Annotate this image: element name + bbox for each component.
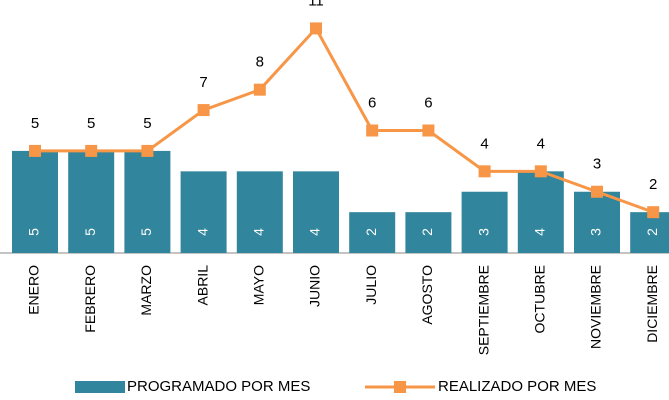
bar (517, 171, 564, 253)
bar (180, 171, 227, 253)
bar (349, 212, 396, 253)
line-value-label: 6 (424, 94, 432, 111)
bar-value-label: 5 (138, 228, 154, 236)
x-tick-label: SEPTIEMBRE (475, 265, 491, 355)
bar-value-label: 5 (82, 228, 98, 236)
bar-value-label: 5 (26, 228, 42, 236)
legend-marker (394, 381, 406, 393)
bar (630, 212, 669, 253)
line (35, 25, 654, 214)
bar-value-label: 3 (475, 228, 491, 236)
line-value-label: 5 (31, 115, 39, 132)
line-marker (478, 165, 491, 178)
line-value-label: 2 (649, 176, 657, 193)
line-marker (29, 144, 41, 157)
line-marker (197, 104, 210, 117)
line-marker (141, 144, 154, 157)
x-tick-label: FEBRERO (82, 265, 98, 333)
line-marker (422, 124, 435, 137)
x-tick-label: JULIO (363, 265, 379, 305)
bar (236, 171, 283, 253)
line-marker (534, 165, 547, 178)
line-value-label: 7 (199, 74, 207, 91)
x-tick-label: OCTUBRE (532, 265, 548, 333)
bar-value-label: 2 (419, 228, 435, 236)
legend-swatch (75, 381, 125, 393)
bar-value-label: 4 (251, 228, 267, 236)
x-tick-label: ABRIL (194, 265, 210, 306)
line-marker (253, 83, 266, 96)
bar (12, 150, 58, 253)
line-value-label: 8 (256, 54, 264, 71)
bar (124, 150, 171, 253)
line-marker (310, 22, 322, 35)
bar-value-label: 2 (644, 228, 660, 236)
line-value-label: 11 (308, 0, 324, 9)
line-marker (85, 144, 98, 157)
legend-label: REALIZADO POR MES (438, 378, 596, 395)
bar (68, 150, 115, 253)
bar (574, 191, 620, 253)
line-marker (366, 124, 379, 137)
bar (405, 212, 452, 253)
line-value-label: 4 (537, 135, 545, 152)
bar (293, 171, 339, 253)
bar-value-label: 2 (363, 228, 379, 236)
x-tick-label: DICIEMBRE (644, 265, 660, 343)
bar-value-label: 3 (588, 228, 604, 236)
line-value-label: 5 (143, 115, 151, 132)
line-value-label: 5 (87, 115, 95, 132)
line-value-label: 6 (368, 94, 376, 111)
line-marker (647, 206, 660, 219)
x-tick-label: JUNIO (307, 265, 323, 307)
bar-value-label: 4 (307, 228, 323, 236)
x-tick-label: MAYO (251, 265, 267, 305)
line-value-label: 3 (593, 156, 601, 173)
line-value-label: 4 (480, 135, 488, 152)
x-tick-label: AGOSTO (419, 265, 435, 325)
line-marker (591, 185, 603, 198)
x-tick-label: MARZO (138, 265, 154, 316)
bar-value-label: 4 (194, 228, 210, 236)
x-tick-label: NOVIEMBRE (588, 265, 604, 349)
legend-label: PROGRAMADO POR MES (127, 378, 310, 395)
bar (461, 191, 508, 253)
x-tick-label: ENERO (26, 265, 42, 315)
bar-value-label: 4 (532, 228, 548, 236)
